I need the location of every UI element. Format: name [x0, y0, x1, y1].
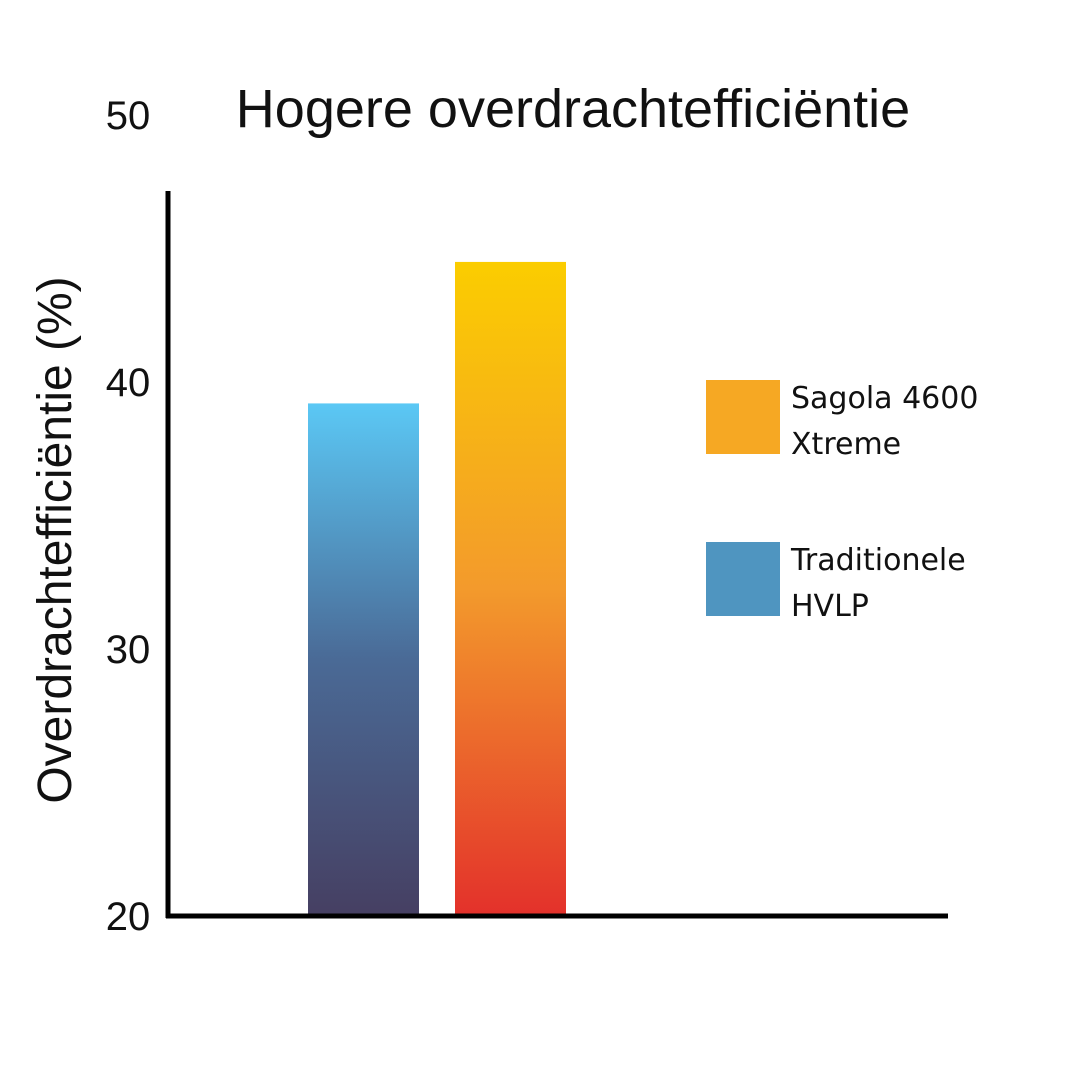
- legend-label-hvlp: Traditionele HVLP: [791, 543, 966, 624]
- chart-title: Hogere overdrachtefficiëntie: [235, 79, 911, 139]
- bar-traditionele-hvlp: [308, 403, 419, 916]
- y-tick-label-40: 40: [106, 361, 151, 405]
- y-tick-label-20: 20: [106, 895, 151, 939]
- y-tick-label-30: 30: [106, 628, 151, 672]
- y-tick-label-50: 50: [106, 94, 151, 138]
- legend-swatch-sagola: [706, 380, 780, 454]
- legend-label-sagola: Sagola 4600 Xtreme: [791, 381, 979, 462]
- legend-item-sagola: Sagola 4600 Xtreme: [706, 380, 1036, 468]
- y-axis-title: Overdrachtefficiëntie (%): [29, 276, 82, 803]
- legend: Sagola 4600 Xtreme Traditionele HVLP: [706, 380, 1036, 704]
- legend-swatch-hvlp: [706, 542, 780, 616]
- legend-item-hvlp: Traditionele HVLP: [706, 542, 1036, 630]
- bar-sagola-4600-xtreme: [455, 261, 566, 916]
